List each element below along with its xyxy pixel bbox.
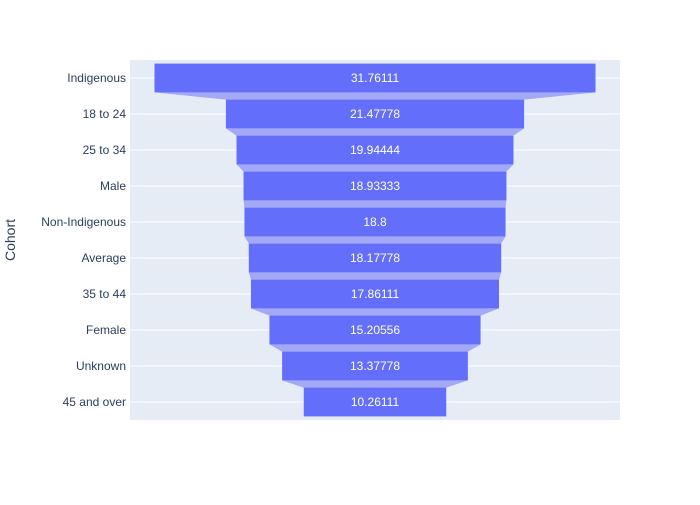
bar-value-label: 21.47778: [350, 107, 400, 121]
y-tick-label: Indigenous: [67, 71, 126, 85]
funnel-bar[interactable]: [244, 207, 506, 237]
y-tick-label: 45 and over: [63, 395, 126, 409]
funnel-connectors: [154, 92, 596, 388]
y-tick-label: Female: [86, 323, 126, 337]
bar-value-labels: 31.76111 21.47778 19.94444 18.93333 18.8 18.1…: [350, 71, 400, 409]
funnel-bar[interactable]: [303, 387, 447, 417]
funnel-connector: [282, 380, 468, 388]
y-tick-label: Unknown: [76, 359, 126, 373]
y-tick-label: 35 to 44: [83, 287, 127, 301]
funnel-connector: [236, 164, 514, 172]
funnel-connector: [244, 236, 506, 244]
funnel-connector: [154, 92, 596, 100]
y-tick-label: Male: [100, 179, 126, 193]
bar-value-label: 15.20556: [350, 323, 400, 337]
funnel-bar[interactable]: [243, 171, 507, 201]
bar-value-label: 19.94444: [350, 143, 400, 157]
bar-value-label: 13.37778: [350, 359, 400, 373]
funnel-bar[interactable]: [225, 99, 525, 129]
funnel-connector: [269, 344, 481, 352]
y-axis-tick-labels: Indigenous 18 to 24 25 to 34 Male Non-Indige…: [41, 71, 126, 409]
bar-value-label: 18.17778: [350, 251, 400, 265]
y-tick-label: 25 to 34: [83, 143, 127, 157]
funnel-bar[interactable]: [251, 279, 499, 309]
funnel-connector: [243, 200, 507, 208]
funnel-bars: [154, 63, 596, 417]
y-tick-label: 18 to 24: [83, 107, 127, 121]
funnel-bar[interactable]: [236, 135, 514, 165]
bar-value-label: 31.76111: [351, 71, 400, 85]
y-tick-label: Non-Indigenous: [41, 215, 126, 229]
bar-value-label: 18.93333: [350, 179, 400, 193]
bar-value-label: 17.86111: [351, 287, 400, 301]
y-axis-title: Cohort: [2, 219, 18, 261]
funnel-connector: [248, 272, 502, 280]
funnel-bar[interactable]: [269, 315, 481, 345]
funnel-connector: [225, 128, 525, 136]
funnel-bar[interactable]: [248, 243, 502, 273]
y-tick-label: Average: [82, 251, 127, 265]
bar-value-label: 10.26111: [351, 395, 400, 409]
funnel-connector: [251, 308, 499, 316]
bar-value-label: 18.8: [363, 215, 387, 229]
funnel-bar[interactable]: [154, 63, 596, 93]
funnel-bar[interactable]: [282, 351, 468, 381]
